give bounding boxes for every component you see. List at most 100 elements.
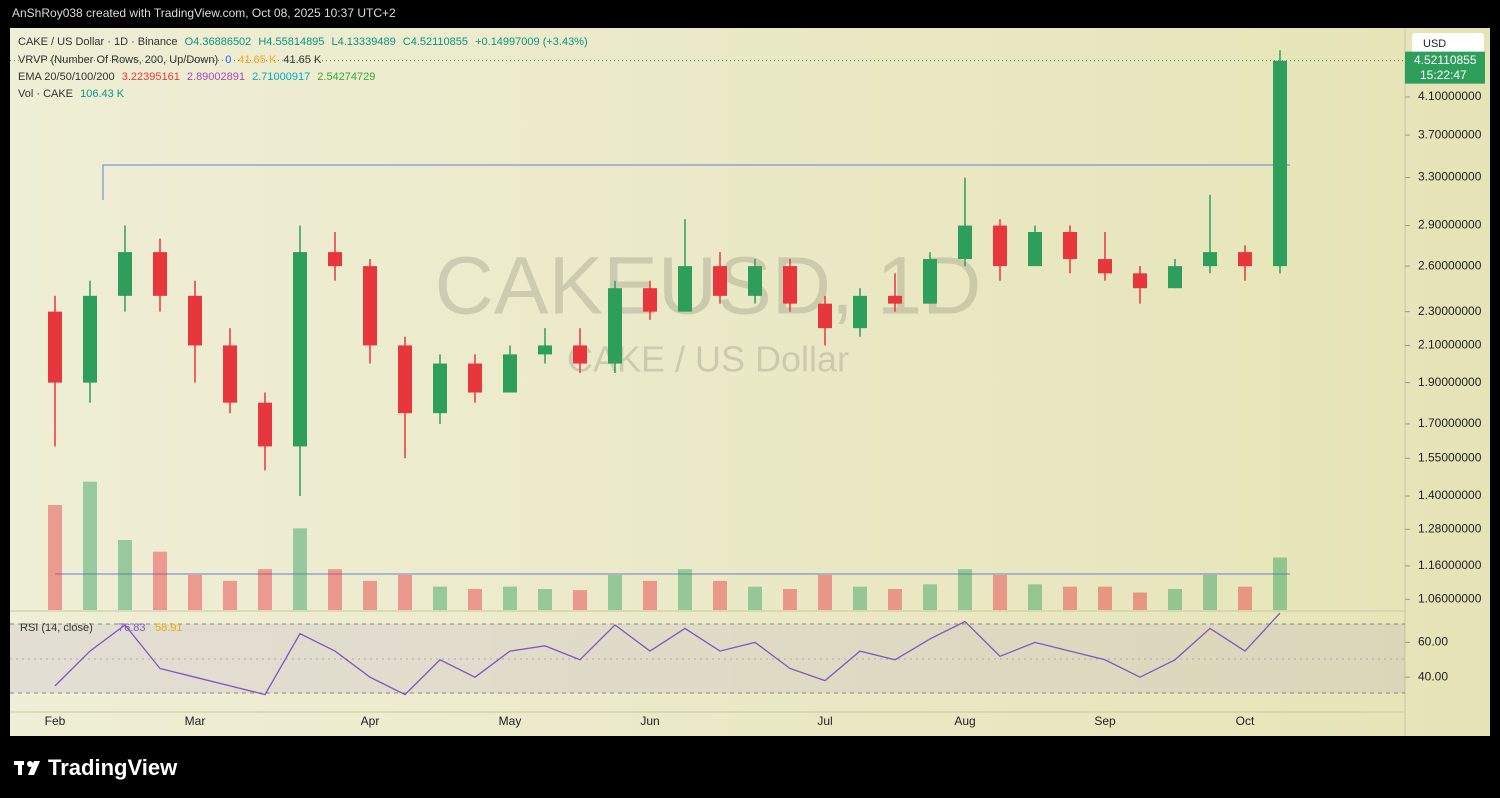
author-line: AnShRoy038 created with TradingView.com,… [12,6,396,20]
drawn-level [102,164,1290,200]
volume-bar [468,589,482,610]
chart-panel [10,28,1490,736]
volume-bar [573,590,587,610]
vol-value: 106.43 K [80,88,125,100]
ema-value: 2.71000917 [252,71,311,83]
candle-body [398,345,412,414]
vol-label: Vol · CAKE [18,88,74,100]
y-tick-label: 2.90000000 [1418,218,1482,232]
candle-body [328,252,342,267]
volume-bar [1203,575,1217,610]
y-tick-label: 3.30000000 [1418,170,1482,184]
vrvp-value: 0 [225,54,232,66]
legend-row: Vol · CAKE 106.43 K [18,88,128,100]
volume-bar [83,481,97,610]
candle-body [1098,259,1112,274]
y-tick-label: 1.28000000 [1418,521,1482,535]
y-tick-label: 1.40000000 [1418,488,1482,502]
volume-bar [503,586,517,610]
volume-bar [643,580,657,610]
vrvp-value: 41.65 K [283,54,322,66]
change: +0.14997009 (+3.43%) [475,36,588,48]
candle-body [853,295,867,329]
volume-bar [1133,592,1147,610]
candle-body [993,225,1007,267]
y-tick-label: 4.10000000 [1418,89,1482,103]
y-tick-label: 2.10000000 [1418,338,1482,352]
volume-bar [363,580,377,610]
y-tick-label: 1.90000000 [1418,375,1482,389]
x-tick-label: Aug [954,714,975,728]
legend-row: EMA 20/50/100/200 3.22395161 2.89002891 … [18,71,379,83]
volume-bar [433,586,447,610]
volume-bar [153,551,167,610]
candle-body [608,288,622,364]
x-tick-label: Feb [45,714,66,728]
candle-body [153,252,167,296]
candle-body [538,345,552,355]
y-tick-label: 1.55000000 [1418,450,1482,464]
ohlc: H4.55814895 [258,36,325,48]
logo [14,761,40,775]
y-tick-label: 1.06000000 [1418,592,1482,606]
y-tick-label: 1.16000000 [1418,558,1482,572]
x-tick-label: May [499,714,522,728]
y-tick-label: 2.60000000 [1418,258,1482,272]
candle-body [1063,232,1077,260]
candle-body [678,266,692,312]
volume-bar [993,575,1007,610]
candle-body [888,295,902,304]
x-tick-label: Jul [817,714,832,728]
brand: TradingView [48,755,178,780]
ohlc: C4.52110855 [402,36,469,48]
volume-bar [818,575,832,610]
candle-body [573,345,587,364]
volume-bar [958,569,972,610]
ema-value: 3.22395161 [121,71,180,83]
rsi-label: RSI (14, close) [20,622,93,634]
currency-box[interactable] [1412,33,1484,55]
volume-bar [713,580,727,610]
vrvp-value: 41.65 K [238,54,277,66]
candle-body [1203,252,1217,267]
volume-bar [853,586,867,610]
last-price-label: 4.52110855 [1414,53,1477,67]
candle-body [48,311,62,383]
y-tick-label: 1.70000000 [1418,416,1482,430]
candle-body [1133,273,1147,289]
ema-value: 2.89002891 [186,71,246,83]
candle-body [923,259,937,304]
candle-body [468,363,482,393]
candle-body [118,252,132,296]
candle-body [1273,60,1287,267]
volume-bar [678,569,692,610]
x-tick-label: Sep [1094,714,1116,728]
last-price-tag [1405,51,1485,84]
vrvp-label: VRVP (Number Of Rows, 200, Up/Down) [18,54,219,66]
y-tick-label: 3.70000000 [1418,127,1482,141]
volume-bar [748,586,762,610]
ema-value: 2.54274729 [317,71,376,83]
candle-body [223,345,237,403]
x-tick-label: Oct [1236,714,1255,728]
volume-bar [293,528,307,610]
candle-body [363,266,377,346]
candle-body [1028,232,1042,267]
y-tick-label: 2.30000000 [1418,304,1482,318]
volume-bar [1028,584,1042,610]
ema-label: EMA 20/50/100/200 [18,71,115,83]
currency[interactable]: USD [1423,38,1446,50]
countdown: 15:22:47 [1420,68,1467,82]
candle-body [818,303,832,329]
symbol: CAKE / US Dollar · 1D · Binance [18,36,178,48]
candle-body [503,354,517,393]
x-tick-label: Mar [185,714,206,728]
volume-bar [1098,586,1112,610]
volume-bar [1168,589,1182,610]
volume-bar [258,569,272,610]
volume-bar [398,575,412,610]
watermark: CAKEUSD, 1D [435,241,982,332]
volume-bar [188,575,202,610]
